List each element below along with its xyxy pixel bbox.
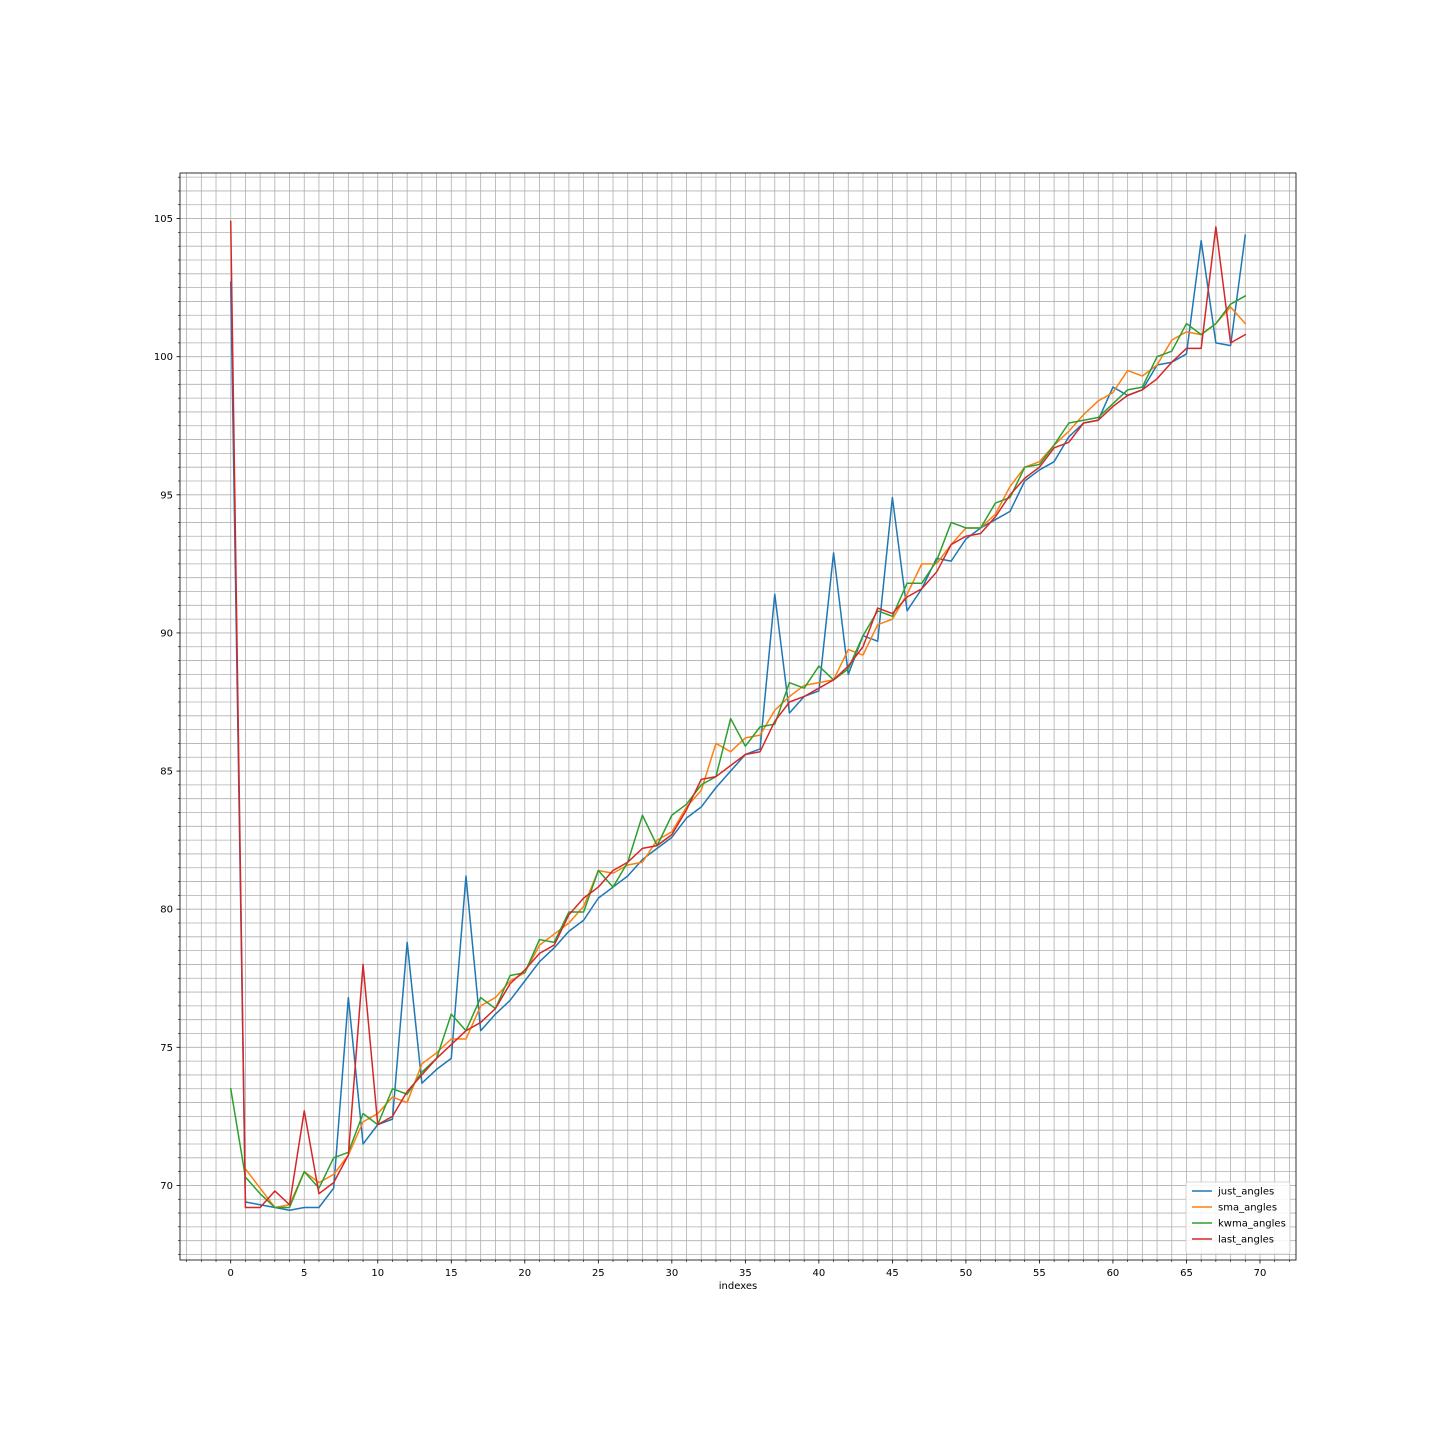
series-line-just_angles <box>229 234 1247 1212</box>
plot-frame <box>179 172 1297 1261</box>
x-tick-label: 20 <box>518 1268 531 1279</box>
x-tick-label: 40 <box>813 1268 826 1279</box>
series-line-last_angles <box>229 220 1247 1209</box>
x-tick-label: 35 <box>739 1268 752 1279</box>
x-tick-label: 65 <box>1180 1268 1193 1279</box>
x-tick-label: 60 <box>1107 1268 1120 1279</box>
y-tick-label: 90 <box>160 628 173 639</box>
y-tick-label: 105 <box>154 214 173 225</box>
x-tick-label: 30 <box>665 1268 678 1279</box>
legend-label-last_angles: last_angles <box>1218 1235 1274 1246</box>
major-grid <box>180 173 1296 1260</box>
y-tick-label: 100 <box>154 352 173 363</box>
x-tick-label: 15 <box>445 1268 458 1279</box>
x-tick-label: 50 <box>960 1268 973 1279</box>
y-axis: 70 75 80 85 90 95 100 105 <box>154 176 180 1255</box>
legend-label-sma_angles: sma_angles <box>1218 1203 1277 1214</box>
x-tick-label: 25 <box>592 1268 605 1279</box>
x-tick-label: 5 <box>301 1268 307 1279</box>
minor-grid <box>180 173 1296 1260</box>
x-tick-label: 0 <box>228 1268 234 1279</box>
y-tick-label: 80 <box>160 905 173 916</box>
x-tick-label: 70 <box>1254 1268 1267 1279</box>
legend-label-kwma_angles: kwma_angles <box>1218 1219 1286 1230</box>
series-lines <box>229 220 1247 1212</box>
x-tick-label: 10 <box>371 1268 384 1279</box>
x-axis-label: indexes <box>719 1281 757 1292</box>
series-line-sma_angles <box>244 306 1247 1209</box>
x-axis: 0 5 10 15 20 25 30 35 40 45 50 55 60 65 70 <box>186 1260 1290 1279</box>
legend-label-just_angles: just_angles <box>1217 1187 1274 1198</box>
y-tick-label: 95 <box>160 490 173 501</box>
y-tick-label: 70 <box>160 1181 173 1192</box>
legend-box <box>1185 1181 1291 1255</box>
x-tick-label: 45 <box>886 1268 899 1279</box>
y-tick-label: 75 <box>160 1043 173 1054</box>
plot-background <box>180 173 1296 1260</box>
plot-area <box>179 172 1297 1261</box>
series-line-kwma_angles <box>229 294 1247 1209</box>
legend: just_angles sma_angles kwma_angles last_ang… <box>1185 1181 1291 1255</box>
y-tick-label: 85 <box>160 767 173 778</box>
x-tick-label: 55 <box>1033 1268 1046 1279</box>
